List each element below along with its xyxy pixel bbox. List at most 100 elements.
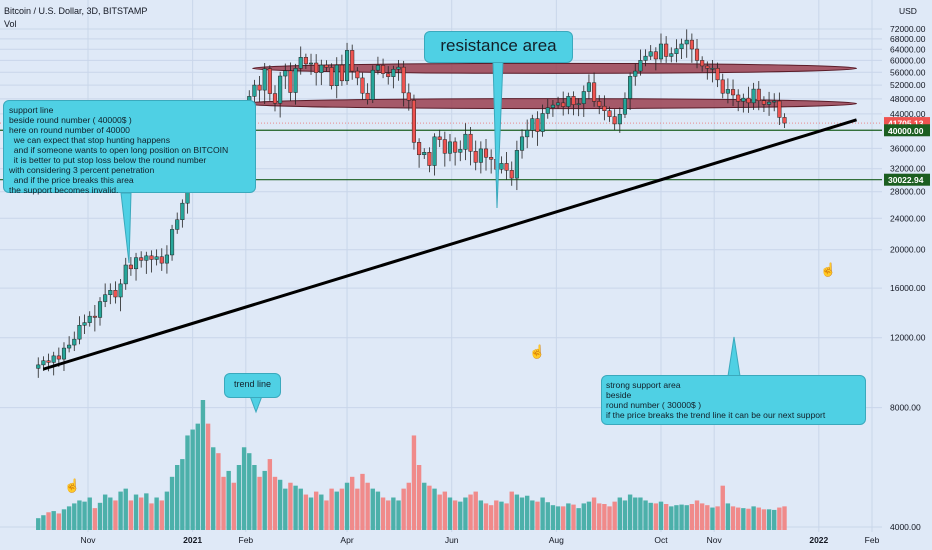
- volume-bar: [488, 505, 494, 530]
- candle-body: [550, 104, 555, 108]
- candle-body: [139, 257, 144, 261]
- candle-body: [180, 202, 185, 220]
- volume-bar: [102, 494, 108, 530]
- candle-body: [447, 141, 453, 154]
- volume-bar: [396, 500, 401, 530]
- volume-bar: [216, 453, 221, 530]
- candle-body: [427, 152, 432, 166]
- candle-body: [602, 105, 607, 111]
- candle-body: [689, 39, 694, 50]
- candle-body: [741, 97, 746, 102]
- candle-body: [674, 48, 679, 54]
- candle-body: [628, 76, 633, 99]
- candle-body: [278, 75, 283, 104]
- price-tick-label: 68000.00: [890, 34, 926, 44]
- price-label-text: 41705.13: [888, 119, 924, 129]
- candle-body: [303, 57, 308, 65]
- volume-bar: [643, 500, 648, 530]
- candle-body: [736, 94, 741, 102]
- candle-body: [319, 64, 324, 73]
- resistance-area-callout[interactable]: resistance area: [424, 31, 573, 63]
- candle-body: [113, 290, 118, 298]
- callout-line: if the price breaks the trend line it ca…: [606, 410, 826, 420]
- candle-body: [257, 84, 262, 91]
- time-tick-label: 2021: [183, 535, 202, 545]
- pointing-hand-icon: ☝: [529, 344, 546, 359]
- candle-body: [700, 60, 705, 67]
- volume-bar: [61, 509, 67, 530]
- candle-body: [252, 84, 257, 97]
- volume-bar: [715, 506, 720, 530]
- support-line-callout[interactable]: support line beside round number ( 40000…: [3, 100, 256, 195]
- callout-line: here on round number of 40000: [9, 125, 130, 135]
- candle-body: [92, 315, 97, 318]
- callout-line: and if the price breaks this area: [9, 175, 134, 185]
- price-tick-label: 16000.00: [890, 283, 926, 293]
- volume-bar: [272, 476, 278, 530]
- volume-bar: [236, 465, 242, 530]
- volume-bar: [195, 423, 200, 530]
- candle-body: [597, 101, 602, 107]
- callout-line: support line: [9, 105, 54, 115]
- volume-bar: [746, 508, 751, 530]
- candle-body: [622, 98, 628, 115]
- candle-body: [103, 294, 108, 302]
- volume-bar: [231, 482, 237, 530]
- volume-bar: [705, 505, 710, 530]
- volume-bar: [133, 494, 139, 530]
- callout-line: beside: [606, 390, 632, 400]
- strong-support-callout[interactable]: strong support area beside round number …: [601, 375, 866, 425]
- time-tick-label: Feb: [865, 535, 880, 545]
- candle-body: [334, 64, 339, 86]
- callout-line: it is better to put stop loss below the …: [9, 155, 207, 165]
- volume-bar: [375, 491, 381, 530]
- candle-body: [128, 264, 133, 270]
- volume-bar: [720, 485, 725, 530]
- volume-bar: [175, 465, 180, 530]
- candle-body: [772, 100, 777, 103]
- candle-body: [710, 68, 715, 70]
- volume-bar: [277, 479, 283, 530]
- candle-body: [751, 88, 756, 104]
- volume-bar: [391, 497, 396, 530]
- candle-body: [360, 77, 365, 94]
- volume-bar: [313, 491, 319, 530]
- candle-body: [767, 101, 772, 105]
- candle-body: [458, 149, 463, 153]
- price-label-badge: [884, 124, 930, 137]
- volume-bar: [51, 511, 56, 530]
- candle-body: [453, 141, 458, 153]
- candle-body: [777, 100, 782, 118]
- volume-bar: [205, 423, 211, 530]
- price-tick-label: 20000.00: [890, 245, 926, 255]
- volume-bar: [483, 503, 489, 530]
- candle-body: [468, 133, 473, 152]
- candle-body: [633, 70, 638, 77]
- candle-body: [576, 103, 581, 105]
- candle-body: [782, 117, 787, 124]
- candle-body: [344, 50, 350, 82]
- candle-body: [705, 65, 710, 69]
- candle-body: [540, 113, 545, 132]
- candle-body: [51, 355, 56, 363]
- pointing-hand-icon: ☝: [820, 262, 837, 277]
- volume-bar: [509, 491, 514, 530]
- candle-body: [123, 264, 128, 285]
- price-label-text: 30022.94: [888, 175, 924, 185]
- candle-body: [669, 53, 674, 57]
- volume-bar: [185, 435, 190, 530]
- volume-bar: [530, 500, 535, 530]
- trend-line-callout[interactable]: trend line: [224, 373, 281, 398]
- volume-bar: [97, 502, 103, 530]
- time-axis[interactable]: Nov 2021 Feb Apr Jun Aug Oct Nov 2022 Feb: [80, 535, 879, 545]
- price-label-badge: [884, 173, 930, 186]
- candle-body: [133, 257, 139, 270]
- volume-bar: [607, 506, 612, 530]
- time-tick-label: Jun: [445, 535, 459, 545]
- volume-bar: [298, 488, 303, 530]
- volume-bar: [41, 515, 46, 530]
- candle-body: [72, 338, 77, 346]
